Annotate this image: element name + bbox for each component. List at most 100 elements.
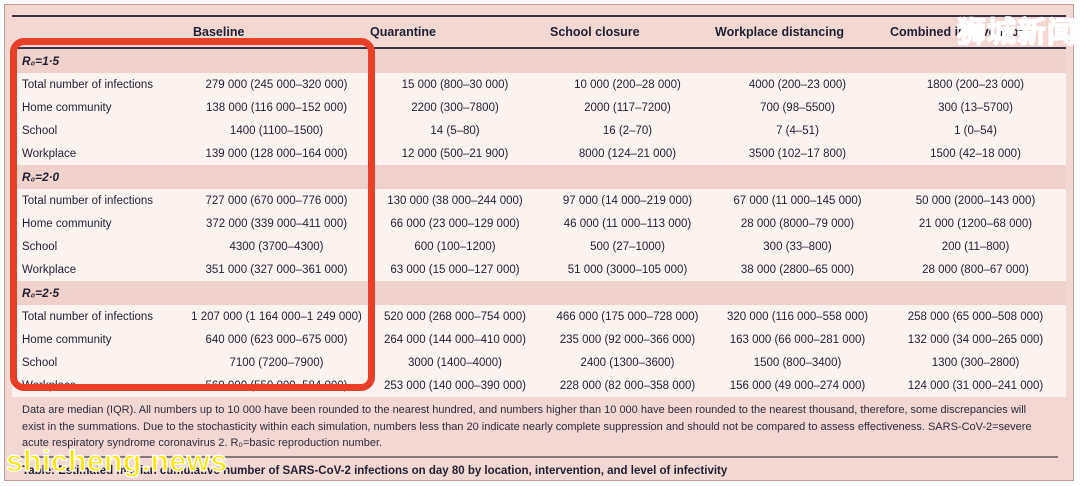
row-label: Total number of infections — [22, 78, 154, 91]
value-cell: 1300 (300–2800) — [931, 356, 1020, 369]
row-label: Home community — [22, 333, 112, 346]
value-cell: 640 000 (623 000–675 000) — [205, 333, 348, 346]
table-footnote: Data are median (IQR). All numbers up to… — [22, 404, 1032, 449]
table-panel: Baseline Quarantine School closure Workp… — [4, 4, 1074, 481]
value-cell: 1 (0–54) — [954, 124, 997, 137]
value-cell: 228 000 (82 000–358 000) — [559, 379, 696, 392]
value-cell: 10 000 (200–28 000) — [574, 78, 681, 91]
section-band-r0-2-5: R₀=2·5 — [12, 281, 1066, 305]
value-cell: 320 000 (116 000–558 000) — [726, 310, 869, 323]
value-cell: 139 000 (128 000–164 000) — [205, 147, 348, 160]
table-row: Total number of infections 727 000 (670 … — [12, 189, 1066, 212]
value-cell: 520 000 (268 000–754 000) — [384, 310, 526, 323]
table-row: School 4300 (3700–4300) 600 (100–1200) 5… — [12, 235, 1066, 258]
value-cell: 2200 (300–7800) — [411, 101, 499, 114]
section-rows-r0-2-5: Total number of infections 1 207 000 (1 … — [12, 305, 1066, 397]
value-cell: 3000 (1400–4000) — [408, 356, 502, 369]
row-label: Home community — [22, 217, 112, 230]
value-cell: 163 000 (66 000–281 000) — [729, 333, 866, 346]
section-title: R₀=1·5 — [22, 54, 60, 68]
value-cell: 727 000 (670 000–776 000) — [205, 194, 348, 207]
value-cell: 7100 (7200–7900) — [229, 356, 324, 369]
value-cell: 600 (100–1200) — [414, 240, 496, 253]
value-cell: 264 000 (144 000–410 000) — [384, 333, 526, 346]
value-cell: 2400 (1300–3600) — [580, 356, 675, 369]
table-header-row: Baseline Quarantine School closure Workp… — [12, 17, 1066, 47]
value-cell: 351 000 (327 000–361 000) — [205, 263, 348, 276]
section-title: R₀=2·5 — [22, 286, 60, 300]
row-label: School — [22, 240, 58, 253]
value-cell: 300 (33–800) — [763, 240, 832, 253]
table-row: Workplace 351 000 (327 000–361 000) 63 0… — [12, 258, 1066, 281]
table-row: School 7100 (7200–7900) 3000 (1400–4000)… — [12, 351, 1066, 374]
value-cell: 200 (11–800) — [941, 240, 1010, 253]
value-cell: 7 (4–51) — [776, 124, 819, 137]
section-band-r0-2-0: R₀=2·0 — [12, 165, 1066, 189]
value-cell: 63 000 (15 000–127 000) — [390, 263, 520, 276]
value-cell: 97 000 (14 000–219 000) — [562, 194, 693, 207]
row-label: Workplace — [22, 147, 77, 160]
value-cell: 560 000 (550 000–584 000) — [205, 379, 348, 392]
row-label: Total number of infections — [22, 310, 154, 323]
header-workplace-distancing: Workplace distancing — [715, 25, 844, 39]
value-cell: 1500 (800–3400) — [753, 356, 842, 369]
table-row: Home community 372 000 (339 000–411 000)… — [12, 212, 1066, 235]
value-cell: 132 000 (34 000–265 000) — [907, 333, 1044, 346]
table-row: School 1400 (1100–1500) 14 (5–80) 16 (2–… — [12, 119, 1066, 142]
value-cell: 235 000 (92 000–366 000) — [559, 333, 696, 346]
value-cell: 253 000 (140 000–390 000) — [384, 379, 526, 392]
table-row: Home community 138 000 (116 000–152 000)… — [12, 96, 1066, 119]
value-cell: 28 000 (8000–79 000) — [740, 217, 855, 230]
header-quarantine: Quarantine — [370, 25, 436, 39]
value-cell: 8000 (124–21 000) — [578, 147, 677, 160]
value-cell: 1500 (42–18 000) — [930, 147, 1021, 160]
value-cell: 46 000 (11 000–113 000) — [563, 217, 692, 230]
value-cell: 258 000 (65 000–508 000) — [907, 310, 1044, 323]
value-cell: 124 000 (31 000–241 000) — [907, 379, 1044, 392]
header-combined-intervention: Combined intervention — [890, 25, 1027, 39]
value-cell: 1 207 000 (1 164 000–1 249 000) — [191, 310, 362, 323]
table-row: Workplace 139 000 (128 000–164 000) 12 0… — [12, 142, 1066, 165]
row-label: Workplace — [22, 263, 77, 276]
section-rows-r0-1-5: Total number of infections 279 000 (245 … — [12, 73, 1066, 165]
value-cell: 4300 (3700–4300) — [229, 240, 324, 253]
value-cell: 12 000 (500–21 900) — [401, 147, 509, 160]
table-top-rule — [12, 15, 1066, 17]
section-rows-r0-2-0: Total number of infections 727 000 (670 … — [12, 189, 1066, 281]
value-cell: 279 000 (245 000–320 000) — [205, 78, 348, 91]
value-cell: 372 000 (339 000–411 000) — [205, 217, 348, 230]
row-label: Workplace — [22, 379, 77, 392]
value-cell: 28 000 (800–67 000) — [922, 263, 1029, 276]
row-label: School — [22, 124, 58, 137]
value-cell: 4000 (200–23 000) — [748, 78, 847, 91]
row-label: School — [22, 356, 58, 369]
table-row: Total number of infections 1 207 000 (1 … — [12, 305, 1066, 328]
value-cell: 50 000 (2000–143 000) — [915, 194, 1036, 207]
value-cell: 16 (2–70) — [602, 124, 653, 137]
value-cell: 21 000 (1200–68 000) — [918, 217, 1033, 230]
table-row: Workplace 560 000 (550 000–584 000) 253 … — [12, 374, 1066, 397]
caption-divider-rule — [12, 455, 1058, 458]
table-row: Home community 640 000 (623 000–675 000)… — [12, 328, 1066, 351]
value-cell: 3500 (102–17 800) — [748, 147, 847, 160]
value-cell: 2000 (117–7200) — [584, 101, 671, 114]
value-cell: 130 000 (38 000–244 000) — [387, 194, 523, 207]
value-cell: 300 (13–5700) — [938, 101, 1013, 114]
value-cell: 38 000 (2800–65 000) — [740, 263, 855, 276]
value-cell: 14 (5–80) — [430, 124, 480, 137]
value-cell: 156 000 (49 000–274 000) — [729, 379, 866, 392]
value-cell: 1800 (200–23 000) — [926, 78, 1025, 91]
header-bottom-rule — [12, 47, 1066, 49]
value-cell: 15 000 (800–30 000) — [401, 78, 509, 91]
value-cell: 51 000 (3000–105 000) — [567, 263, 688, 276]
table-caption: Table: Estimated median cumulative numbe… — [22, 464, 728, 477]
table-row: Total number of infections 279 000 (245 … — [12, 73, 1066, 96]
header-school-closure: School closure — [550, 25, 640, 39]
header-baseline: Baseline — [193, 25, 245, 39]
value-cell: 66 000 (23 000–129 000) — [390, 217, 520, 230]
value-cell: 138 000 (116 000–152 000) — [205, 101, 348, 114]
value-cell: 700 (98–5500) — [760, 101, 835, 114]
section-band-r0-1-5: R₀=1·5 — [12, 49, 1066, 73]
value-cell: 466 000 (175 000–728 000) — [556, 310, 699, 323]
value-cell: 1400 (1100–1500) — [229, 124, 324, 137]
